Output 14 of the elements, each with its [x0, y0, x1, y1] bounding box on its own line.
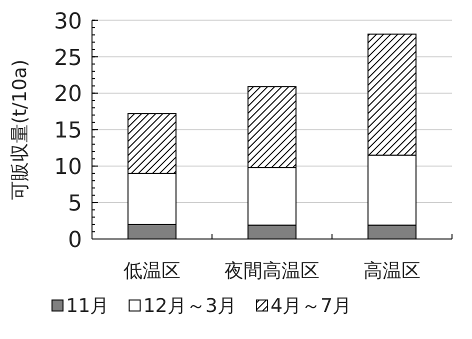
legend-label: 11月 [66, 295, 110, 317]
y-tick-label: 20 [54, 82, 82, 108]
x-tick-label: 低温区 [124, 260, 180, 282]
x-tick-label: 高温区 [364, 260, 420, 282]
y-tick-label: 10 [54, 155, 82, 180]
y-tick-label: 5 [68, 192, 82, 217]
legend-label: 4月～7月 [270, 295, 352, 317]
y-axis-title: 可販収量(t/10a) [9, 59, 31, 200]
y-tick-label: 0 [68, 228, 82, 253]
y-tick-label: 30 [54, 9, 82, 34]
x-tick-label: 夜間高温区 [224, 260, 320, 282]
y-tick-label: 25 [54, 46, 82, 71]
legend-label: 12月～3月 [143, 295, 236, 317]
y-tick-label: 15 [54, 118, 82, 144]
